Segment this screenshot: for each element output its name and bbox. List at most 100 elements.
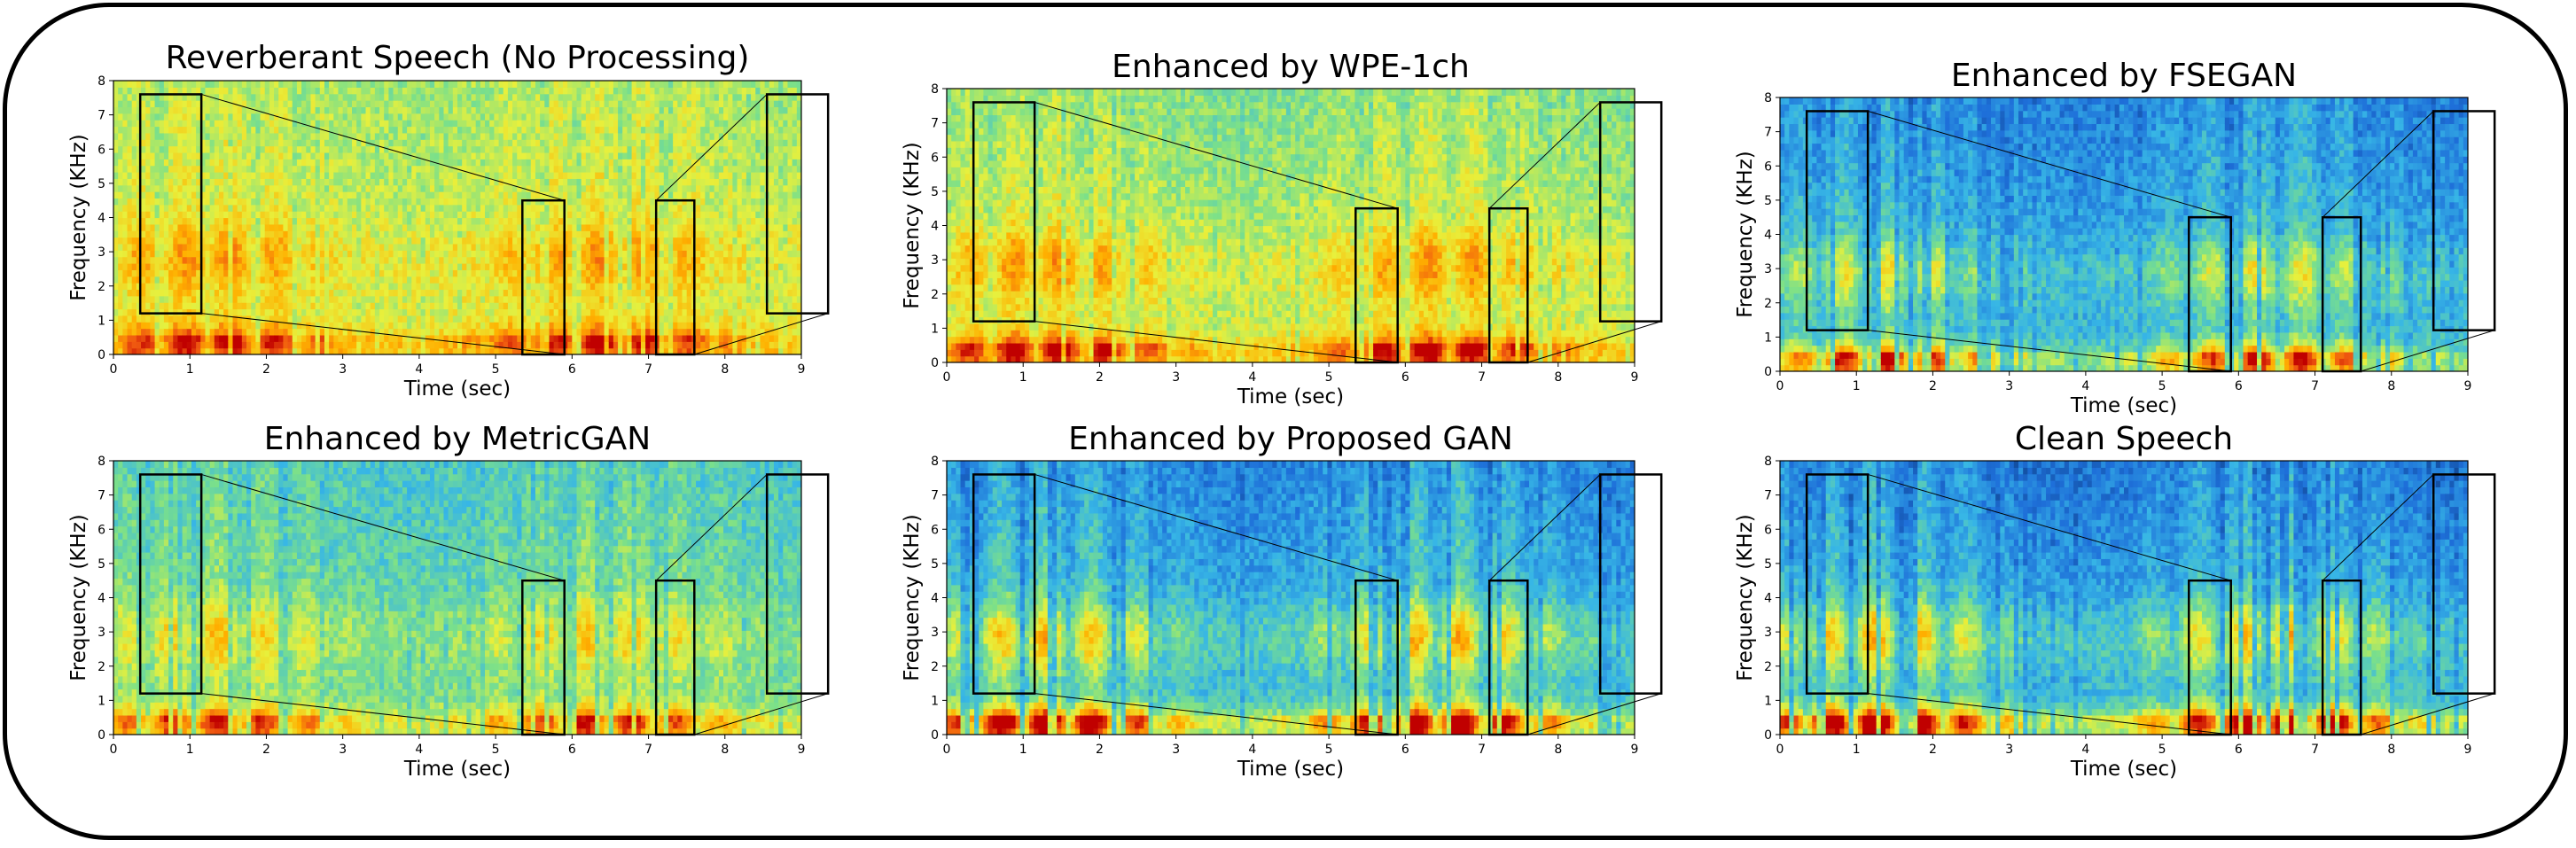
- x-tick-label: 2: [262, 362, 270, 377]
- x-tick-label: 4: [2081, 743, 2089, 757]
- y-tick-label: 8: [1764, 91, 1772, 105]
- y-tick-label: 7: [1764, 126, 1772, 140]
- chart-title: Reverberant Speech (No Processing): [166, 40, 750, 76]
- y-tick-label: 4: [931, 220, 939, 234]
- y-tick-label: 8: [98, 74, 105, 89]
- spectrogram-image: [1780, 461, 2468, 735]
- chart-title: Enhanced by Proposed GAN: [1068, 421, 1513, 457]
- x-tick-label: 9: [1631, 370, 1639, 385]
- x-tick-label: 7: [644, 743, 652, 757]
- x-tick-label: 2: [1929, 379, 1937, 393]
- y-tick-label: 0: [1764, 365, 1772, 379]
- zoom-connector-3: [2322, 474, 2434, 581]
- y-tick-label: 7: [931, 489, 939, 503]
- x-tick-label: 9: [1631, 743, 1639, 757]
- x-tick-label: 4: [1248, 370, 1256, 385]
- x-tick-label: 2: [1929, 743, 1937, 757]
- chart-title: Enhanced by MetricGAN: [264, 421, 651, 457]
- x-tick-label: 3: [1172, 370, 1180, 385]
- spectrogram-panel-2: 0 1 2 3 4 5 6 7 8 9 0 1 2 3 4 5 6 7 8 Enhanced by WPE-1ch Ti…: [901, 49, 1663, 408]
- x-tick-label: 5: [2158, 379, 2166, 393]
- y-tick-label: 3: [98, 245, 105, 260]
- zoom-connector-2: [1868, 330, 2231, 372]
- x-tick-label: 7: [2311, 743, 2319, 757]
- zoom-connector-2: [201, 313, 565, 355]
- x-tick-label: 8: [721, 362, 729, 377]
- x-tick-label: 4: [2081, 379, 2089, 393]
- x-tick-label: 5: [492, 743, 500, 757]
- spectrogram-panel-1: 0 1 2 3 4 5 6 7 8 9 0 1 2 3 4 5 6 7 8 Reverberant Speech (N…: [67, 40, 830, 401]
- zoom-connector-2: [1034, 693, 1398, 735]
- x-tick-label: 3: [339, 743, 347, 757]
- x-tick-label: 5: [1325, 370, 1333, 385]
- y-tick-label: 7: [931, 117, 939, 131]
- zoom-box-1: [1805, 110, 1870, 331]
- zoom-box-4: [1598, 473, 1663, 695]
- x-tick-label: 3: [339, 362, 347, 377]
- y-tick-label: 0: [1764, 728, 1772, 743]
- y-tick-label: 2: [98, 660, 105, 674]
- x-tick-label: 1: [1853, 379, 1861, 393]
- x-tick-label: 9: [798, 743, 806, 757]
- zoom-connector-4: [1527, 693, 1662, 735]
- x-axis-label: Time (sec): [403, 377, 511, 401]
- spectrogram-image: [113, 81, 801, 354]
- zoom-box-1: [138, 473, 203, 695]
- spectrogram-panel-5: 0 1 2 3 4 5 6 7 8 9 0 1 2 3 4 5 6 7 8 Enhanced by Proposed …: [901, 421, 1663, 781]
- y-tick-label: 5: [98, 177, 105, 191]
- y-tick-label: 4: [1764, 592, 1772, 606]
- chart-title: Enhanced by FSEGAN: [1951, 58, 2297, 94]
- x-tick-label: 6: [568, 362, 576, 377]
- y-tick-label: 2: [931, 660, 939, 674]
- zoom-connector-4: [2361, 693, 2495, 735]
- y-tick-label: 8: [931, 82, 939, 97]
- x-tick-label: 3: [2005, 743, 2013, 757]
- spectrogram-image: [113, 461, 801, 735]
- x-tick-label: 6: [2235, 743, 2243, 757]
- spectrogram-panel-6: 0 1 2 3 4 5 6 7 8 9 0 1 2 3 4 5 6 7 8 Clean Speech Time (sec…: [1734, 421, 2496, 781]
- y-axis-label: Frequency (KHz): [1734, 151, 1757, 318]
- zoom-box-4: [2432, 473, 2496, 695]
- zoom-box-1: [972, 473, 1036, 695]
- y-axis-label: Frequency (KHz): [67, 514, 90, 681]
- x-axis-label: Time (sec): [2070, 394, 2177, 417]
- y-tick-label: 2: [98, 280, 105, 294]
- x-tick-label: 1: [186, 743, 194, 757]
- x-tick-label: 6: [568, 743, 576, 757]
- y-tick-label: 7: [98, 109, 105, 123]
- zoom-box-4: [765, 93, 830, 315]
- x-tick-label: 1: [186, 362, 194, 377]
- x-tick-label: 8: [2387, 743, 2395, 757]
- y-tick-label: 2: [1764, 297, 1772, 311]
- y-tick-label: 5: [98, 557, 105, 572]
- zoom-box-1: [138, 93, 203, 315]
- y-tick-label: 4: [1764, 229, 1772, 243]
- x-tick-label: 0: [943, 743, 951, 757]
- chart-title: Enhanced by WPE-1ch: [1112, 49, 1470, 85]
- x-axis-label: Time (sec): [1237, 758, 1344, 781]
- zoom-connector-3: [655, 474, 768, 581]
- y-tick-label: 8: [1764, 455, 1772, 469]
- x-tick-label: 2: [1096, 370, 1104, 385]
- x-tick-label: 7: [1478, 370, 1486, 385]
- zoom-connector-1: [1034, 473, 1398, 581]
- y-tick-label: 1: [1764, 331, 1772, 345]
- x-tick-label: 9: [2464, 743, 2472, 757]
- y-tick-label: 6: [931, 151, 939, 165]
- x-tick-label: 4: [415, 743, 423, 757]
- y-tick-label: 3: [1764, 626, 1772, 640]
- zoom-connector-4: [694, 693, 829, 735]
- y-tick-label: 0: [931, 728, 939, 743]
- y-tick-label: 5: [1764, 557, 1772, 572]
- zoom-box-4: [2432, 110, 2496, 331]
- y-tick-label: 8: [931, 455, 939, 469]
- spectrogram-image: [947, 89, 1635, 362]
- x-tick-label: 1: [1019, 370, 1027, 385]
- zoom-connector-2: [1034, 321, 1398, 363]
- y-tick-label: 6: [1764, 159, 1772, 174]
- zoom-box-1: [972, 101, 1036, 323]
- y-tick-label: 1: [931, 322, 939, 336]
- y-tick-label: 6: [1764, 523, 1772, 537]
- x-tick-label: 0: [1776, 379, 1784, 393]
- zoom-box-1: [1805, 473, 1870, 695]
